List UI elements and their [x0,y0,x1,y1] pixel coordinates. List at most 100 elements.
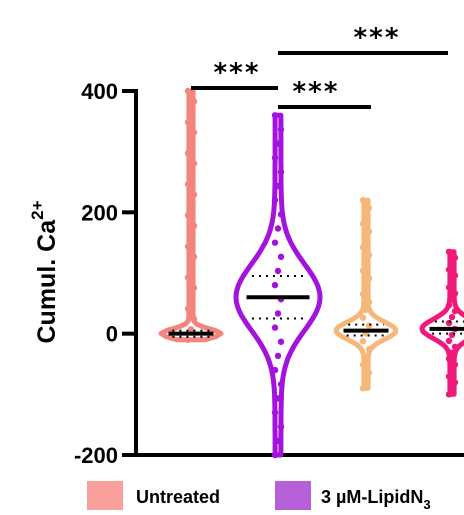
data-point [274,267,282,275]
data-point [271,281,279,289]
data-point [271,239,279,246]
data-point [451,307,459,315]
data-point [448,313,456,321]
data-point [359,220,367,227]
data-point [277,381,285,388]
data-point [451,343,459,351]
legend-item: 3 µM-LipidN3 [275,481,431,512]
data-point [362,212,370,220]
data-point [274,225,282,232]
data-point [359,385,367,392]
data-point [359,338,367,345]
data-point [362,377,370,384]
data-point [445,355,453,362]
data-point [187,295,195,302]
significance-label: *** [213,58,260,88]
data-point [445,302,453,309]
data-point [271,324,279,331]
data-point [359,197,367,204]
y-tick-label: 400 [81,79,118,104]
data-point [362,353,370,361]
data-point [359,244,367,251]
data-point [277,211,285,218]
data-point [451,254,459,261]
data-point [445,391,453,398]
data-point [190,160,198,167]
data-point [359,267,367,274]
violin-untreated [158,87,224,343]
data-point [359,361,367,368]
legend-swatch [275,481,311,510]
y-tick-label: 0 [106,322,118,347]
data-point [445,284,453,291]
data-point [445,248,453,255]
violins [158,87,464,459]
data-point [274,437,282,445]
data-point [190,284,198,292]
data-point [274,352,282,360]
data-point [448,385,456,392]
y-ticks: 400 200 0 -200 [74,79,136,468]
data-point [365,275,373,282]
data-point [274,395,282,402]
legend-swatch [87,481,123,510]
data-point [271,366,279,374]
legend-label-text: Untreated [136,487,220,507]
data-point [359,291,367,298]
data-point [362,283,370,290]
data-point [187,108,195,115]
y-axis-label-text: Cumul. Ca [33,219,61,344]
legend-label-subscript: 3 [423,497,430,512]
data-point [184,118,192,126]
data-point [271,197,279,204]
data-point [184,181,192,188]
data-point [277,423,285,430]
significance-label: *** [353,23,400,53]
data-point [187,139,195,147]
data-point [365,345,373,353]
data-point [362,236,370,243]
data-point [277,168,285,176]
data-point [448,278,456,285]
data-point [448,367,456,374]
data-point [451,361,459,368]
data-point [365,298,373,306]
data-point [365,251,373,259]
data-point [365,322,373,329]
data-point [277,338,285,345]
violin-outline [419,249,464,397]
data-point [451,272,459,279]
data-point [445,266,453,273]
violin-group4 [419,248,464,398]
data-point [365,204,373,212]
data-point [271,112,279,119]
data-point [187,232,195,240]
data-point [271,154,279,161]
data-point [277,253,285,261]
data-point [362,306,370,314]
data-point [190,253,198,261]
data-point [184,305,192,312]
data-point [362,259,370,267]
data-point [365,228,373,235]
data-point [359,314,367,321]
data-point [445,373,453,380]
data-point [184,243,192,250]
data-point [277,126,285,133]
data-point [271,409,279,416]
data-point [445,337,453,345]
y-axis [134,89,464,457]
data-point [274,140,282,147]
data-point [187,201,195,209]
significance-label: *** [292,77,339,107]
legend-label: 3 µM-LipidN3 [321,487,431,512]
violin-lipidn3 [233,112,323,459]
y-tick-label: 200 [81,200,118,225]
data-point [190,222,198,229]
data-point [271,451,279,459]
data-point [365,369,373,376]
data-point [190,129,198,136]
data-point [184,212,192,219]
data-point [187,263,195,271]
data-point [274,182,282,190]
